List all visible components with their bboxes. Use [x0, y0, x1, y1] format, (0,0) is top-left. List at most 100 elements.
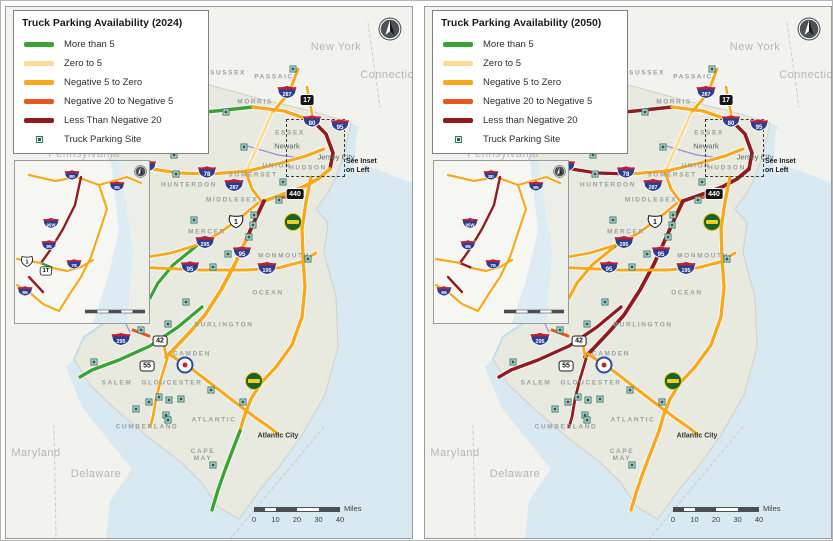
north-arrow-icon	[134, 165, 147, 178]
scale-tick: 20	[711, 515, 721, 524]
truck-parking-site-icon	[250, 211, 258, 219]
scale-tick: 10	[690, 515, 699, 524]
legend-item-label: Negative 20 to Negative 5	[64, 96, 174, 107]
compass-icon	[378, 17, 402, 46]
interstate-shield-287: 287	[642, 178, 665, 192]
interstate-shield-195: 195	[675, 261, 698, 275]
road-tpkr	[663, 199, 685, 242]
legend-item: Zero to 5	[22, 54, 200, 73]
road-gsps	[210, 429, 242, 512]
truck-parking-site-icon	[641, 108, 649, 116]
truck-parking-site-icon	[658, 398, 666, 406]
legend-item: More than 5	[22, 35, 200, 54]
truck-parking-site-icon	[224, 250, 232, 258]
truck-parking-site-icon	[698, 178, 706, 186]
inset-road-red1	[458, 175, 502, 265]
legend-item-label: Truck Parking Site	[483, 134, 561, 145]
legend: Truck Parking Availability (2050) More th…	[432, 10, 628, 154]
road-g295b	[567, 246, 615, 300]
inset-map: 80 95 95W 95 78 95	[433, 160, 569, 324]
svg-text:195: 195	[682, 268, 691, 274]
interstate-shield-78: 78	[66, 258, 82, 270]
truck-parking-site-icon	[137, 326, 145, 334]
truck-parking-site-icon	[145, 398, 153, 406]
truck-parking-site-icon	[132, 405, 140, 413]
svg-text:95: 95	[606, 266, 613, 273]
interstate-shield-80: 80	[64, 169, 80, 181]
legend-swatch-darkred	[443, 118, 473, 123]
truck-parking-site-icon	[190, 216, 198, 224]
road-tpkr	[244, 199, 266, 242]
scale-frame	[254, 507, 340, 512]
inset-scale-bar	[85, 309, 145, 314]
road-gspn	[238, 175, 313, 433]
interstate-shield-95: 95	[749, 118, 769, 132]
svg-text:195: 195	[263, 268, 272, 274]
state-route-shield-42: 42	[571, 335, 587, 347]
legend-item-label: Zero to 5	[64, 58, 103, 69]
manhattan-land	[354, 129, 365, 175]
interstate-shield-95: 95	[460, 239, 476, 251]
state-route-shield-440: 440	[285, 188, 305, 200]
scale-tick: 0	[251, 515, 257, 524]
truck-parking-site-icon	[275, 196, 283, 204]
scale-unit: Miles	[344, 504, 362, 513]
boundary-dash-1	[53, 424, 57, 538]
svg-text:80: 80	[69, 174, 75, 180]
scale-tick: 40	[754, 515, 764, 524]
legend-item: Truck Parking Site	[441, 130, 619, 149]
scale-segment	[716, 507, 738, 512]
north-arrow-icon	[378, 17, 402, 41]
svg-text:95: 95	[441, 290, 447, 296]
legend: Truck Parking Availability (2024) More th…	[13, 10, 209, 154]
svg-text:95: 95	[46, 244, 52, 250]
truck-parking-site-icon	[664, 233, 672, 241]
truck-parking-site-icon	[177, 395, 185, 403]
inset-road-grn	[458, 261, 474, 270]
road-tpkn	[262, 167, 332, 203]
truck-parking-site-icon	[164, 416, 172, 424]
road-i287s	[244, 170, 263, 203]
garden-state-parkway-shield	[284, 213, 302, 231]
truck-parking-site-icon	[164, 320, 172, 328]
legend-item: Negative 5 to Zero	[22, 73, 200, 92]
legend-item-label: Less Than Negative 20	[64, 115, 162, 126]
inset-road-c1	[434, 257, 462, 265]
svg-text:287: 287	[283, 92, 292, 98]
svg-text:287: 287	[230, 185, 239, 191]
svg-text:80: 80	[309, 120, 316, 127]
legend-swatch-pale	[24, 61, 54, 66]
truck-parking-site-icon	[694, 196, 702, 204]
legend-item: Negative 5 to Zero	[441, 73, 619, 92]
road-gspn	[657, 175, 732, 433]
state-route-shield-440: 440	[704, 188, 724, 200]
svg-text:95: 95	[337, 124, 344, 131]
legend-item-label: Zero to 5	[483, 58, 522, 69]
legend-item: Less than Negative 20	[441, 111, 619, 130]
svg-text:295: 295	[117, 339, 126, 345]
truck-parking-site-icon	[628, 461, 636, 469]
interstate-shield-95: 95	[17, 285, 33, 297]
state-route-shield-55: 55	[139, 360, 155, 372]
garden-state-parkway-shield	[703, 213, 721, 231]
state-route-shield-42: 42	[152, 335, 168, 347]
legend-item-label: Truck Parking Site	[64, 134, 142, 145]
see-inset-note: See Inset on Left	[765, 158, 796, 174]
inset-road-red2	[446, 275, 464, 294]
truck-parking-site-icon	[643, 250, 651, 258]
legend-swatch-amber	[443, 80, 473, 85]
legend-title: Truck Parking Availability (2024)	[22, 17, 183, 29]
svg-text:1: 1	[25, 259, 29, 265]
truck-parking-site-icon	[583, 416, 591, 424]
truck-parking-site-icon	[591, 170, 599, 178]
truck-parking-site-icon	[601, 298, 609, 306]
svg-text:295: 295	[536, 339, 545, 345]
boundary-dash-2	[649, 426, 744, 538]
compass-icon	[134, 165, 147, 183]
us-route-shield-1: 1	[20, 255, 33, 267]
truck-parking-site-icon	[723, 255, 731, 263]
svg-text:95: 95	[114, 185, 120, 191]
truck-parking-site-icon	[209, 263, 217, 271]
